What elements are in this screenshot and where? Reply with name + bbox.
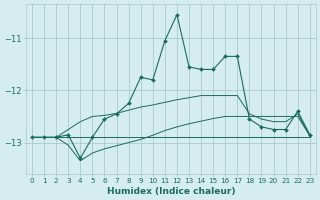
X-axis label: Humidex (Indice chaleur): Humidex (Indice chaleur) bbox=[107, 187, 235, 196]
